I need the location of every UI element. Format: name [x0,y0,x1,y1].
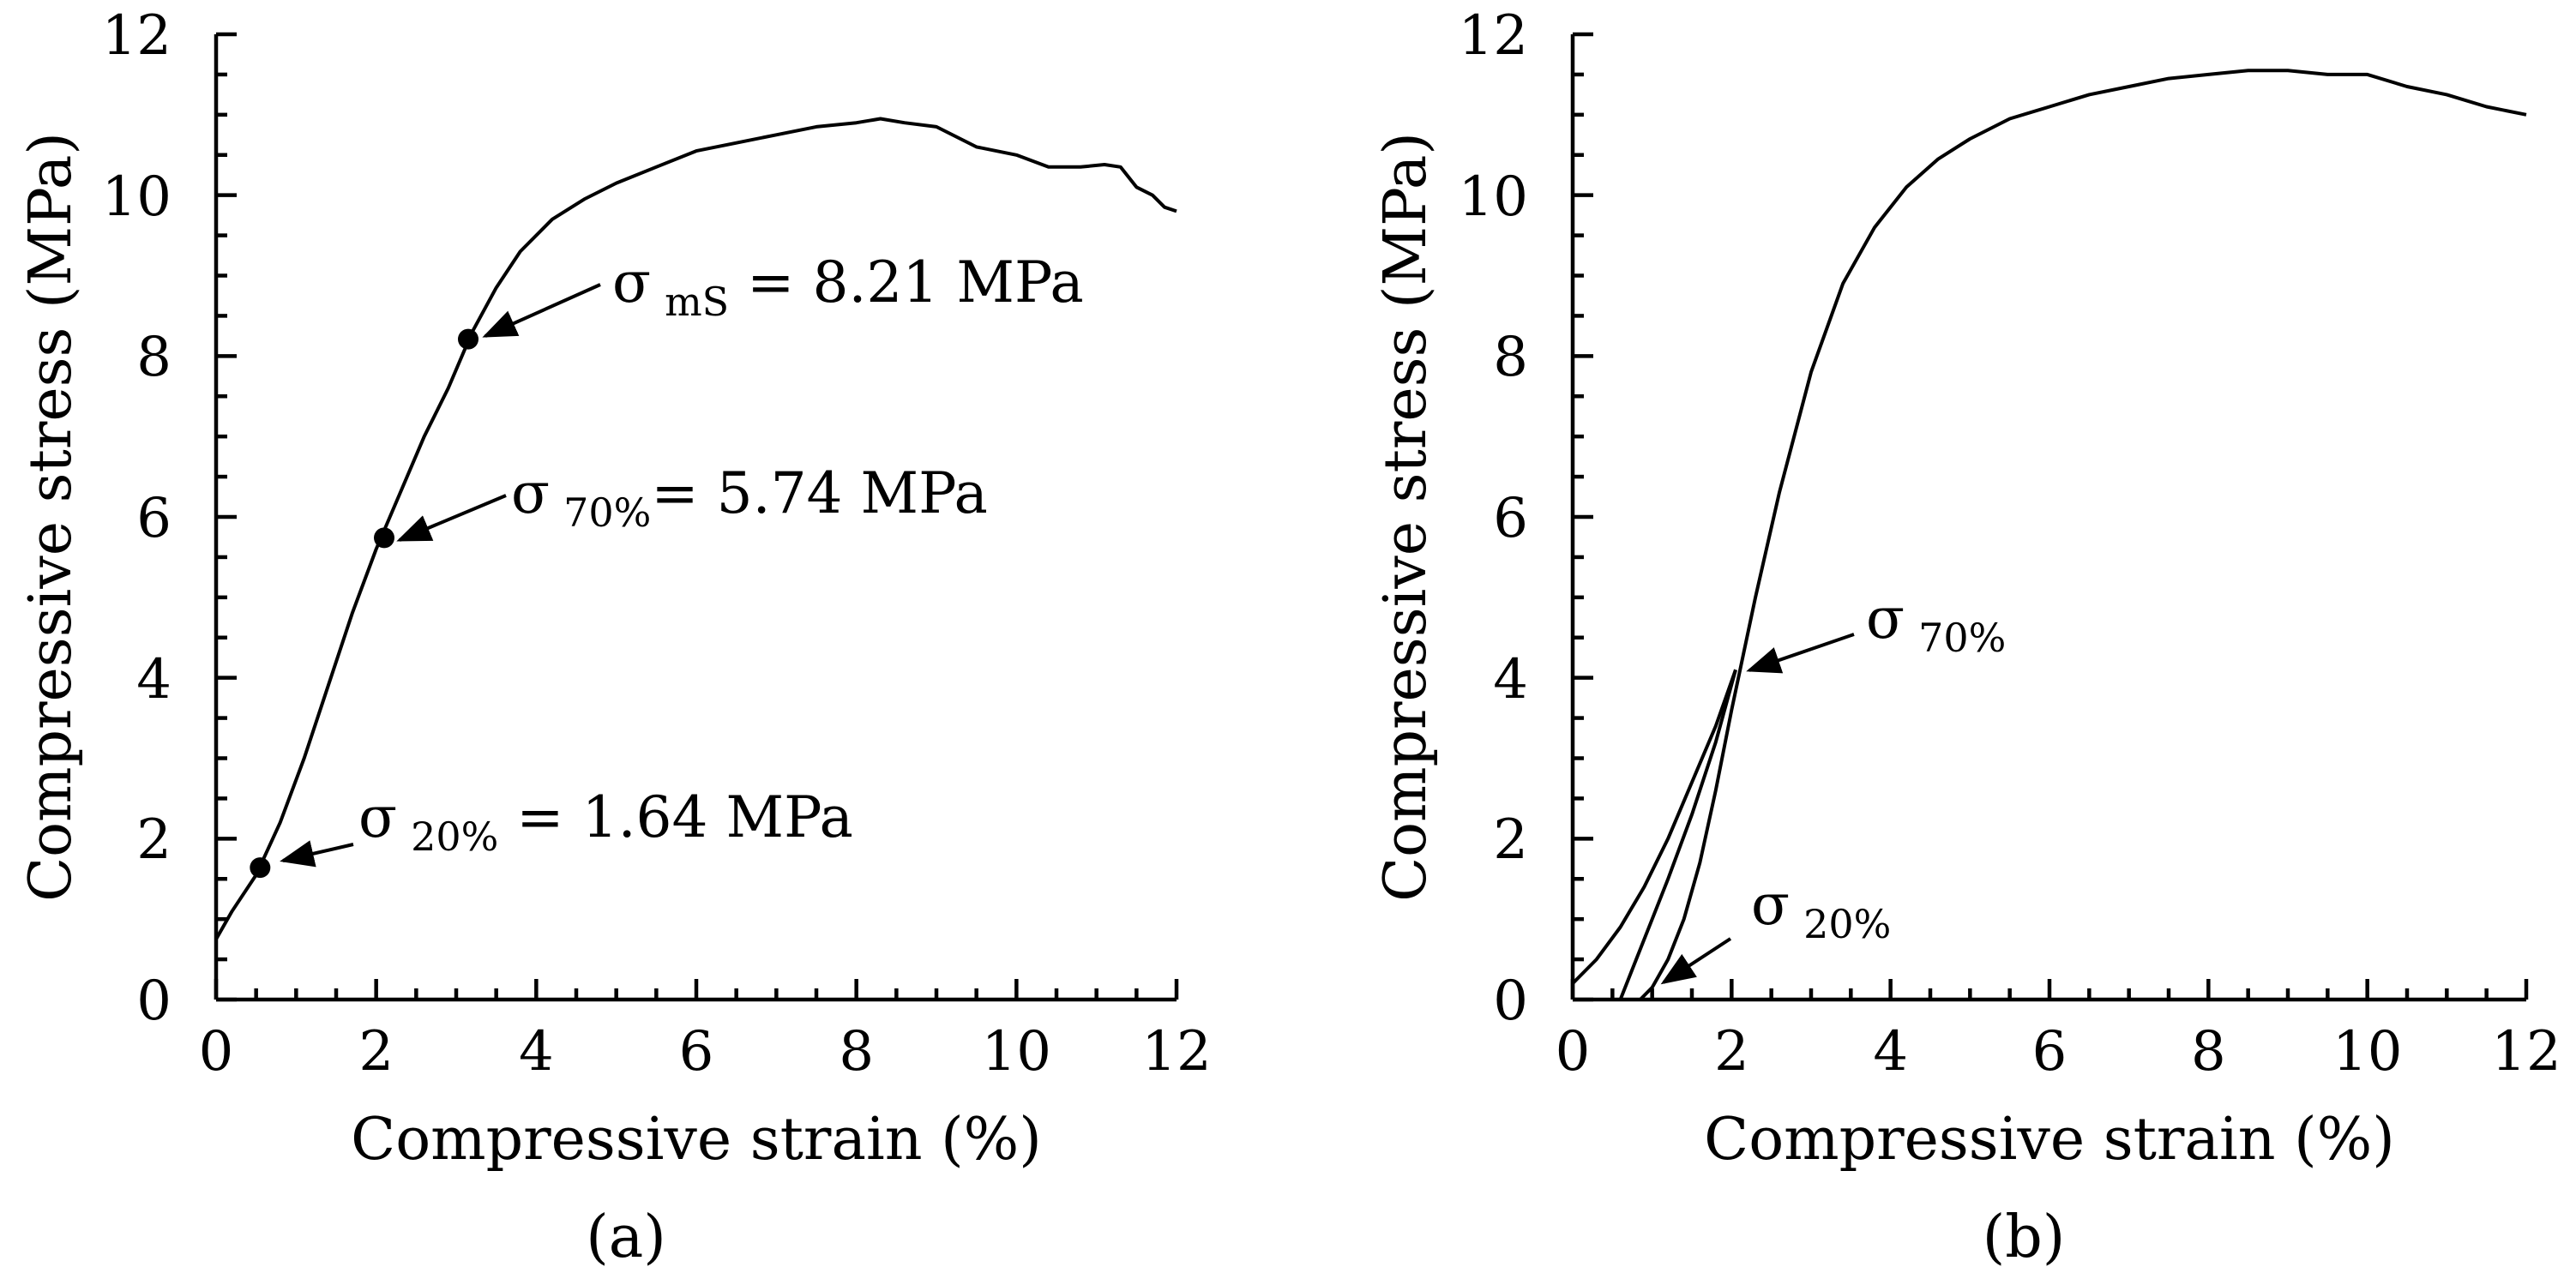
panel-a-ticks [214,32,1179,1002]
annotation-value: = 5.74 MPa [651,460,988,526]
annotation-symbol: σ [358,784,397,850]
x-tick-label: 10 [982,1020,1051,1084]
y-tick-label: 2 [1493,808,1528,872]
y-tick-label: 12 [102,4,172,68]
y-tick-label: 10 [1459,165,1528,229]
annotation-arrow-sigma-70 [396,494,507,542]
panel-b-x-tick-labels: 0 2 4 6 8 10 12 [1556,1020,2561,1084]
annotation-sigma-20: σ 20% = 1.64 MPa [358,784,853,860]
annotation-arrow-sigma-70 [1746,633,1855,674]
annotation-arrow-sigma-20 [1660,937,1732,985]
x-tick-label: 8 [839,1020,874,1084]
y-tick-label: 2 [136,808,172,872]
data-point-marker [250,857,271,879]
annotation-value: = 8.21 MPa [729,249,1084,315]
x-tick-label: 6 [679,1020,714,1084]
data-point-marker [458,328,478,350]
annotation-symbol: σ [612,249,651,315]
x-tick-label: 12 [1141,1020,1211,1084]
y-tick-label: 0 [136,970,172,1033]
x-tick-label: 8 [2191,1020,2226,1084]
annotation-subscript: 70% [1918,615,2006,661]
panel-a-y-axis-title: Compressive stress (MPa) [17,132,85,902]
panel-a: 0 2 4 6 8 10 12 0 2 4 6 8 10 12 Compress… [17,4,1212,1271]
panel-a-markers [250,328,478,879]
annotation-subscript: mS [665,279,729,325]
panel-a-curve [214,117,1177,940]
x-tick-label: 2 [358,1020,394,1084]
panel-a-y-tick-labels: 0 2 4 6 8 10 12 [102,4,172,1033]
panel-b-x-axis-title: Compressive strain (%) [1704,1106,2395,1174]
x-tick-label: 4 [1873,1020,1908,1084]
y-tick-label: 8 [1493,326,1528,389]
annotation-symbol: σ [1751,872,1790,938]
y-tick-label: 6 [136,487,172,550]
annotation-value: = 1.64 MPa [498,784,853,850]
y-tick-label: 0 [1493,970,1528,1033]
y-tick-label: 4 [1493,648,1528,712]
panel-b: 0 2 4 6 8 10 12 0 2 4 6 8 10 12 Compress… [1372,4,2561,1271]
x-tick-label: 0 [1556,1020,1591,1084]
x-tick-label: 12 [2491,1020,2561,1084]
panel-a-x-axis-title: Compressive strain (%) [351,1106,1042,1174]
annotation-sigma-20: σ 20% [1751,872,1891,947]
annotation-subscript: 70% [563,489,651,536]
panel-b-label: (b) [1983,1204,2066,1271]
panel-b-curve-second-loading [1618,669,1737,1000]
panel-b-curve-first-loading [1571,669,1737,985]
annotation-arrow-sigma-20 [280,840,354,868]
panel-b-y-tick-labels: 0 2 4 6 8 10 12 [1459,4,1528,1033]
data-point-marker [374,527,394,549]
x-tick-label: 6 [2032,1020,2067,1084]
x-tick-label: 10 [2332,1020,2402,1084]
x-tick-label: 4 [519,1020,554,1084]
y-tick-label: 6 [1493,487,1528,550]
annotation-arrow-sigma-ms [482,283,601,338]
panel-b-y-axis-title: Compressive stress (MPa) [1372,132,1440,902]
y-tick-label: 12 [1459,4,1528,68]
annotation-symbol: σ [1866,585,1905,652]
annotation-sigma-70: σ 70%= 5.74 MPa [511,460,988,536]
y-tick-label: 8 [136,326,172,389]
panel-a-x-tick-labels: 0 2 4 6 8 10 12 [199,1020,1212,1084]
y-tick-label: 10 [102,165,172,229]
x-tick-label: 2 [1714,1020,1749,1084]
y-tick-label: 4 [136,648,172,712]
x-tick-label: 0 [199,1020,234,1084]
panel-b-ticks [1570,32,2529,1002]
panel-a-label: (a) [586,1204,666,1271]
annotation-sigma-70: σ 70% [1866,585,2006,661]
annotation-subscript: 20% [411,814,498,860]
panel-b-axes [1570,34,2526,1002]
annotation-symbol: σ [511,460,550,526]
panel-b-curve-third-loading [1639,69,2527,1001]
annotation-subscript: 20% [1803,901,1891,947]
annotation-sigma-ms: σ mS = 8.21 MPa [612,249,1084,325]
